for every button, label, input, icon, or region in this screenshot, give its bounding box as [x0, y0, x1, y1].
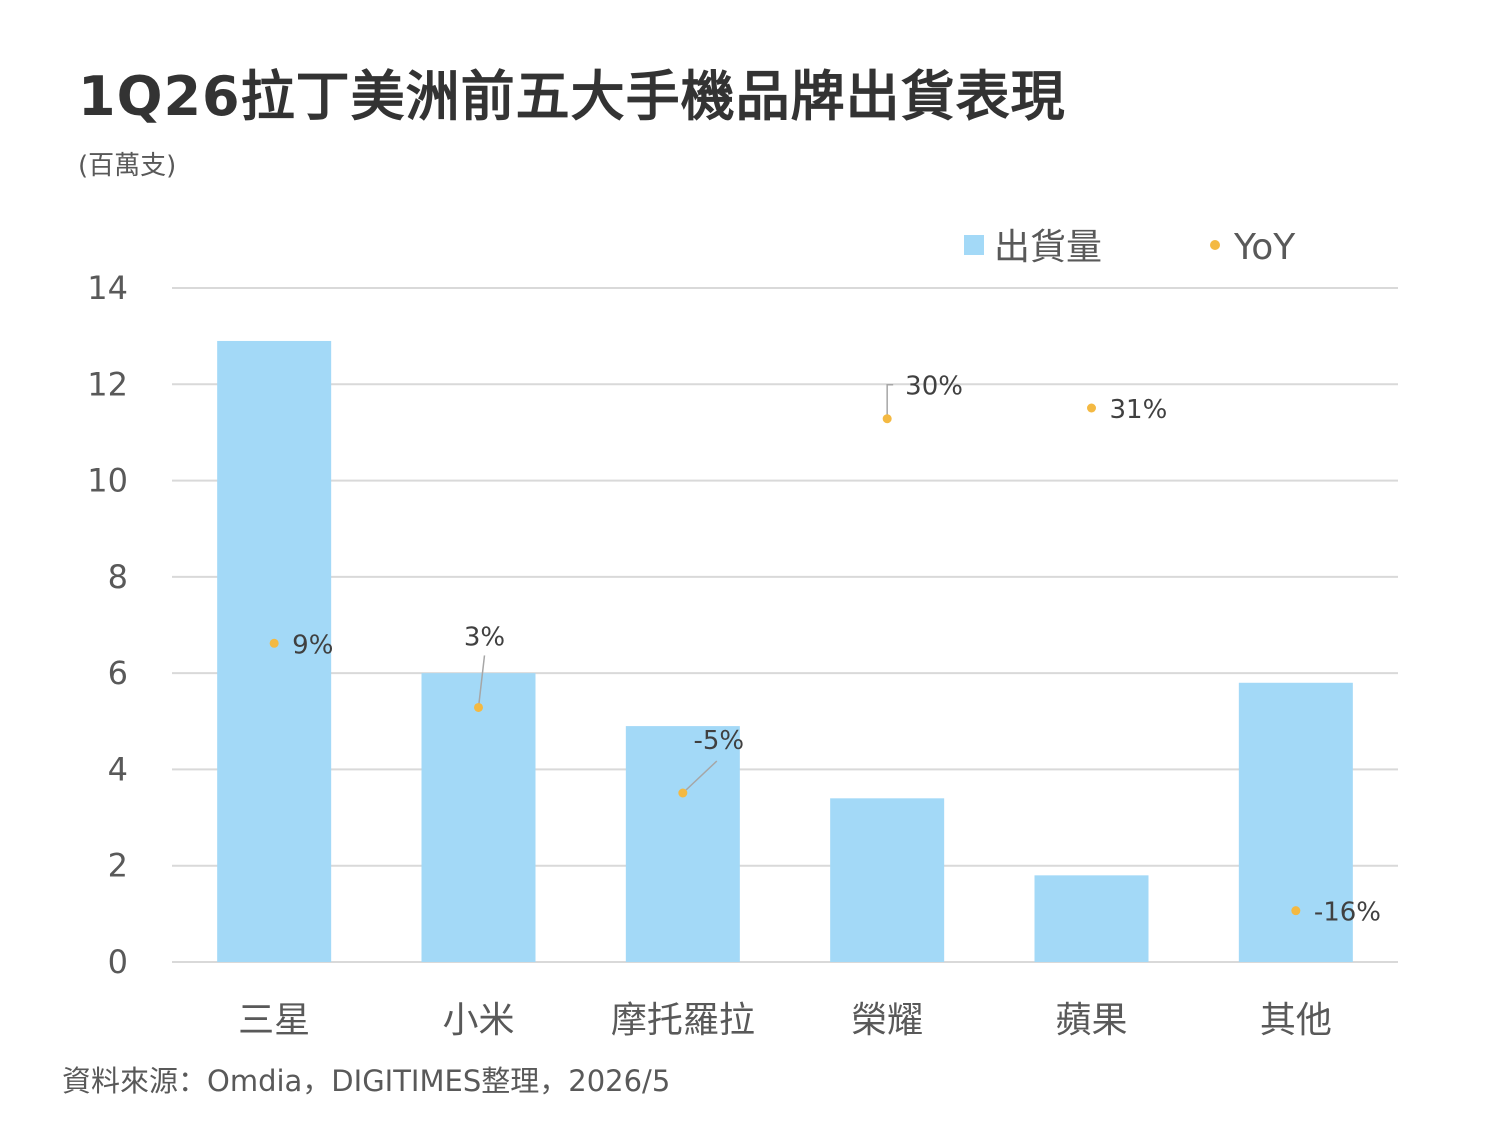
y-axis-ticks: 0 2 4 6 8 10 12 14: [87, 269, 128, 981]
yoy-dot: [882, 414, 892, 424]
y-tick-label: 0: [108, 943, 128, 981]
x-tick-label: 蘋果: [1055, 1000, 1127, 1041]
x-tick-label: 榮耀: [851, 1000, 923, 1041]
leader-lines: [477, 383, 894, 794]
legend-dot-swatch: [1210, 240, 1220, 250]
y-tick-label: 14: [87, 269, 128, 307]
yoy-dot: [678, 788, 688, 798]
y-tick-label: 8: [108, 558, 128, 596]
yoy-label: 3%: [464, 622, 505, 652]
leader-line: [682, 760, 718, 794]
y-tick-label: 6: [108, 654, 128, 692]
source-note: 資料來源：Omdia，DIGITIMES整理，2026/5: [62, 1064, 671, 1098]
x-tick-label: 小米: [442, 1000, 514, 1041]
legend-bar-swatch: [964, 235, 984, 255]
chart-title: 1Q26拉丁美洲前五大手機品牌出貨表現: [78, 65, 1066, 128]
unit-label: (百萬支): [78, 151, 177, 181]
bar: [625, 726, 740, 962]
yoy-label: 31%: [1110, 395, 1168, 425]
yoy-label: 30%: [905, 372, 963, 402]
leader-line: [477, 655, 486, 708]
bars: [217, 340, 1353, 962]
gridlines: [172, 287, 1398, 963]
yoy-dots: [269, 403, 1301, 916]
yoy-dot: [1087, 403, 1096, 413]
x-tick-label: 摩托羅拉: [611, 1000, 755, 1041]
x-tick-label: 其他: [1260, 1000, 1332, 1041]
bar: [217, 340, 332, 962]
legend: 出貨量 YoY: [964, 227, 1296, 268]
y-tick-label: 12: [87, 365, 128, 403]
bar: [830, 798, 945, 962]
yoy-labels: 9% 3% -5% 30% 31% -16%: [292, 372, 1381, 928]
bar: [421, 673, 536, 962]
leader-line: [886, 383, 894, 419]
yoy-label: -5%: [694, 726, 745, 756]
x-axis-labels: 三星 小米 摩托羅拉 榮耀 蘋果 其他: [238, 1000, 1332, 1041]
legend-bar-label: 出貨量: [994, 227, 1102, 268]
y-tick-label: 4: [108, 750, 128, 788]
legend-dot-label: YoY: [1233, 227, 1296, 268]
yoy-dot: [474, 702, 483, 712]
yoy-label: -16%: [1314, 898, 1381, 928]
bar: [1238, 682, 1353, 962]
x-tick-label: 三星: [238, 1000, 310, 1041]
y-tick-label: 2: [108, 847, 128, 885]
yoy-dot: [1291, 906, 1301, 916]
bar: [1034, 875, 1149, 962]
yoy-label: 9%: [292, 630, 333, 660]
yoy-dot: [269, 638, 279, 648]
y-tick-label: 10: [87, 462, 128, 500]
